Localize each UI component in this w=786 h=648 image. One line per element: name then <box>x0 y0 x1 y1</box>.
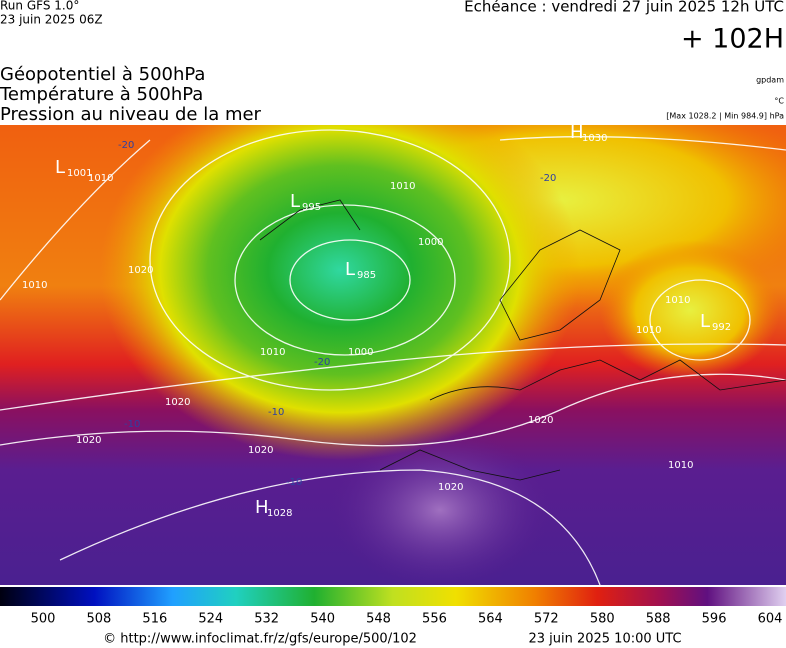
isobar-label: 1010 <box>390 181 415 192</box>
isobar-label: 1010 <box>636 325 661 336</box>
colorbar-label: 524 <box>198 612 223 627</box>
field: Pression au niveau de la mer <box>0 104 262 125</box>
center-type: H <box>570 122 584 143</box>
temp-label: -20 <box>118 140 134 151</box>
unit: [Max 1028.2 | Min 984.9] hPa <box>666 112 784 121</box>
isobar-label: 1010 <box>260 347 285 358</box>
isobar-label: 1000 <box>418 237 443 248</box>
colorbar-label: 572 <box>534 612 559 627</box>
colorbar-label: 580 <box>590 612 615 627</box>
isobar-label: 1020 <box>438 482 463 493</box>
footer-url: © http://www.infoclimat.fr/z/gfs/europe/… <box>103 632 417 647</box>
isobar-label: 1020 <box>165 397 190 408</box>
isobar-label: 1020 <box>128 265 153 276</box>
lead-time: + 102H <box>681 24 784 55</box>
isobar-label: 1020 <box>76 435 101 446</box>
center-value: 992 <box>712 322 731 333</box>
center-value: 1001 <box>67 168 92 179</box>
colorbar-label: 500 <box>31 612 56 627</box>
isobar-label: 1020 <box>528 415 553 426</box>
center-type: L <box>345 259 355 280</box>
colorbar-label: 604 <box>758 612 783 627</box>
temp-label: -20 <box>540 173 556 184</box>
isobar-label: 1010 <box>88 173 113 184</box>
center-type: L <box>290 191 300 212</box>
unit: °C <box>774 97 784 106</box>
colorbar-label: 596 <box>702 612 727 627</box>
colorbar <box>0 587 786 606</box>
isobar-label: 1010 <box>668 460 693 471</box>
center-type: H <box>255 497 269 518</box>
footer-issued: 23 juin 2025 10:00 UTC <box>528 632 681 647</box>
isobar-label: 1010 <box>665 295 690 306</box>
forecast: Echéance : vendredi 27 juin 2025 12h UTC <box>464 0 784 16</box>
center-value: 985 <box>357 270 376 281</box>
isobar-label: 1010 <box>22 280 47 291</box>
run-date: 23 juin 2025 06Z <box>0 13 103 27</box>
center-value: 1028 <box>267 508 292 519</box>
temp-label: -20 <box>314 357 330 368</box>
center-type: L <box>55 157 65 178</box>
isobar-label: 1000 <box>348 347 373 358</box>
field: Géopotentiel à 500hPa <box>0 64 205 85</box>
colorbar-label: 588 <box>646 612 671 627</box>
colorbar-label: 556 <box>422 612 447 627</box>
temp-label: -10 <box>124 419 140 430</box>
colorbar-label: 516 <box>142 612 167 627</box>
run: Run GFS 1.0° <box>0 0 79 13</box>
temp-label: -10 <box>268 407 284 418</box>
center-value: 995 <box>302 202 321 213</box>
colorbar-label: 532 <box>254 612 279 627</box>
center-value: 1030 <box>582 133 607 144</box>
colorbar-label: 564 <box>478 612 503 627</box>
center-type: L <box>700 311 710 332</box>
unit: gpdam <box>756 76 784 85</box>
colorbar-label: 508 <box>87 612 112 627</box>
isobar-label: 1020 <box>248 445 273 456</box>
field: Température à 500hPa <box>0 84 203 105</box>
colorbar-label: 540 <box>310 612 335 627</box>
temp-label: -10 <box>286 477 302 488</box>
colorbar-label: 548 <box>366 612 391 627</box>
